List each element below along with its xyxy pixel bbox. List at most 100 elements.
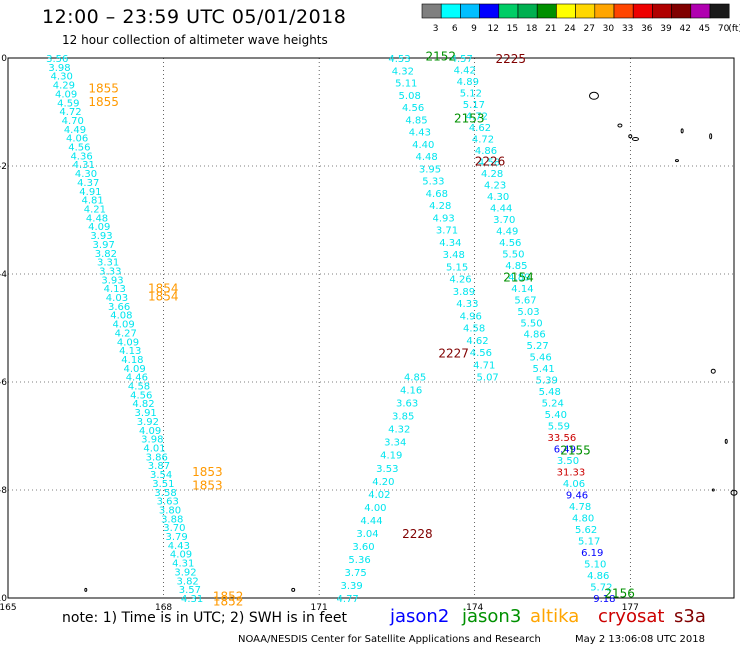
swh-value: 5.33 bbox=[422, 177, 444, 188]
swh-value: 3.92 bbox=[137, 417, 159, 428]
legend-jason2: jason2 bbox=[390, 606, 450, 627]
y-tick-label: -10 bbox=[0, 594, 7, 604]
page-subtitle: 12 hour collection of altimeter wave hei… bbox=[62, 33, 328, 47]
colorbar-label: 3 bbox=[433, 24, 439, 34]
swh-value: 4.09 bbox=[55, 89, 77, 100]
x-tick-label: 174 bbox=[466, 603, 483, 613]
swh-value: 4.78 bbox=[569, 502, 591, 513]
swh-value: 4.53 bbox=[388, 54, 410, 65]
legend-altika: altika bbox=[530, 606, 580, 627]
swh-value: 3.39 bbox=[340, 581, 362, 592]
swh-value: 3.33 bbox=[99, 266, 121, 277]
swh-value: 5.03 bbox=[517, 307, 539, 318]
swh-value: 3.48 bbox=[443, 250, 465, 261]
swh-value: 5.41 bbox=[533, 364, 555, 375]
swh-value: 4.30 bbox=[487, 192, 509, 203]
swh-value: 5.40 bbox=[545, 410, 567, 421]
swh-value: 4.36 bbox=[70, 151, 92, 162]
footer-credit: NOAA/NESDIS Center for Satellite Applica… bbox=[238, 634, 541, 645]
x-tick-label: 168 bbox=[155, 603, 172, 613]
swh-value: 5.24 bbox=[542, 399, 564, 410]
swh-value: 4.62 bbox=[469, 123, 491, 134]
colorbar-label: 12 bbox=[487, 24, 498, 34]
swh-value: 4.68 bbox=[426, 189, 448, 200]
colorbar-label: 30 bbox=[603, 24, 615, 34]
colorbar-label: 42 bbox=[679, 24, 690, 34]
island-outline bbox=[730, 489, 738, 496]
swh-value: 3.82 bbox=[95, 249, 117, 260]
swh-value: 4.09 bbox=[139, 426, 161, 437]
island-outline bbox=[711, 488, 715, 492]
colorbar-label: 36 bbox=[641, 24, 653, 34]
swh-value: 5.48 bbox=[539, 387, 561, 398]
swh-value: 4.31 bbox=[73, 160, 95, 171]
swh-value: 4.46 bbox=[126, 373, 148, 384]
swh-value: 3.75 bbox=[344, 568, 366, 579]
map-frame bbox=[7, 57, 735, 599]
swh-value: 4.86 bbox=[475, 146, 497, 157]
swh-value: 4.48 bbox=[86, 213, 108, 224]
swh-value: 3.98 bbox=[141, 435, 163, 446]
swh-value: 3.98 bbox=[48, 63, 70, 74]
swh-value: 3.80 bbox=[159, 505, 181, 516]
swh-value: 4.49 bbox=[64, 125, 86, 136]
x-tick-label: 165 bbox=[0, 603, 17, 613]
swh-value: 31.33 bbox=[557, 468, 586, 479]
swh-value: 5.50 bbox=[520, 318, 542, 329]
swh-value: 5.67 bbox=[514, 295, 536, 306]
swh-value: 4.49 bbox=[496, 226, 518, 237]
swh-value: 4.33 bbox=[456, 299, 478, 310]
swh-value: 3.82 bbox=[177, 576, 199, 587]
swh-value: 5.17 bbox=[463, 100, 485, 111]
swh-value: 4.09 bbox=[123, 364, 145, 375]
legend-jason3: jason3 bbox=[462, 606, 522, 627]
colorbar-swatch bbox=[709, 3, 730, 19]
swh-value: 4.58 bbox=[463, 324, 485, 335]
note-text: note: 1) Time is in UTC; 2) SWH is in fe… bbox=[62, 610, 348, 626]
swh-value: 4.58 bbox=[128, 382, 150, 393]
swh-value: 5.62 bbox=[575, 525, 597, 536]
swh-value: 4.89 bbox=[508, 272, 530, 283]
swh-value: 3.70 bbox=[493, 215, 515, 226]
swh-value: 3.95 bbox=[419, 164, 441, 175]
pass-number-label: 2155 bbox=[560, 444, 591, 458]
y-tick-label: -2 bbox=[0, 162, 7, 172]
swh-value: 4.56 bbox=[470, 348, 492, 359]
island-outline bbox=[710, 368, 716, 374]
island-outline bbox=[631, 137, 639, 141]
swh-value: 6.49 bbox=[554, 445, 576, 456]
swh-value: 5.27 bbox=[526, 341, 548, 352]
swh-value: 5.08 bbox=[399, 91, 421, 102]
swh-value: 4.57 bbox=[451, 54, 473, 65]
swh-value: 3.85 bbox=[392, 412, 414, 423]
footer-timestamp: May 2 13:06:08 UTC 2018 bbox=[575, 634, 705, 645]
swh-value: 3.63 bbox=[157, 497, 179, 508]
colorbar-label: 9 bbox=[471, 24, 477, 34]
swh-value: 4.06 bbox=[563, 479, 585, 490]
swh-value: 4.93 bbox=[432, 213, 454, 224]
swh-value: 4.44 bbox=[360, 516, 382, 527]
swh-value: 5.36 bbox=[348, 555, 370, 566]
swh-value: 4.09 bbox=[112, 320, 134, 331]
colorbar-label: 33 bbox=[622, 24, 633, 34]
swh-value: 3.86 bbox=[146, 452, 168, 463]
swh-value: 5.46 bbox=[530, 353, 552, 364]
island-outline bbox=[617, 123, 623, 128]
swh-value: 3.56 bbox=[46, 54, 68, 65]
swh-value: 4.28 bbox=[481, 169, 503, 180]
swh-value: 4.43 bbox=[168, 541, 190, 552]
swh-value: 4.03 bbox=[106, 293, 128, 304]
swh-value: 4.32 bbox=[392, 66, 414, 77]
swh-value: 4.44 bbox=[490, 203, 512, 214]
legend-s3a: s3a bbox=[674, 606, 706, 627]
swh-value: 4.09 bbox=[117, 337, 139, 348]
swh-value: 4.18 bbox=[121, 355, 143, 366]
swh-value: 3.53 bbox=[376, 464, 398, 475]
swh-value: 4.32 bbox=[388, 425, 410, 436]
island-outline bbox=[674, 159, 679, 163]
swh-value: 3.88 bbox=[161, 514, 183, 525]
swh-value: 3.57 bbox=[179, 585, 201, 596]
swh-value: 3.93 bbox=[90, 231, 112, 242]
swh-value: 4.09 bbox=[88, 222, 110, 233]
